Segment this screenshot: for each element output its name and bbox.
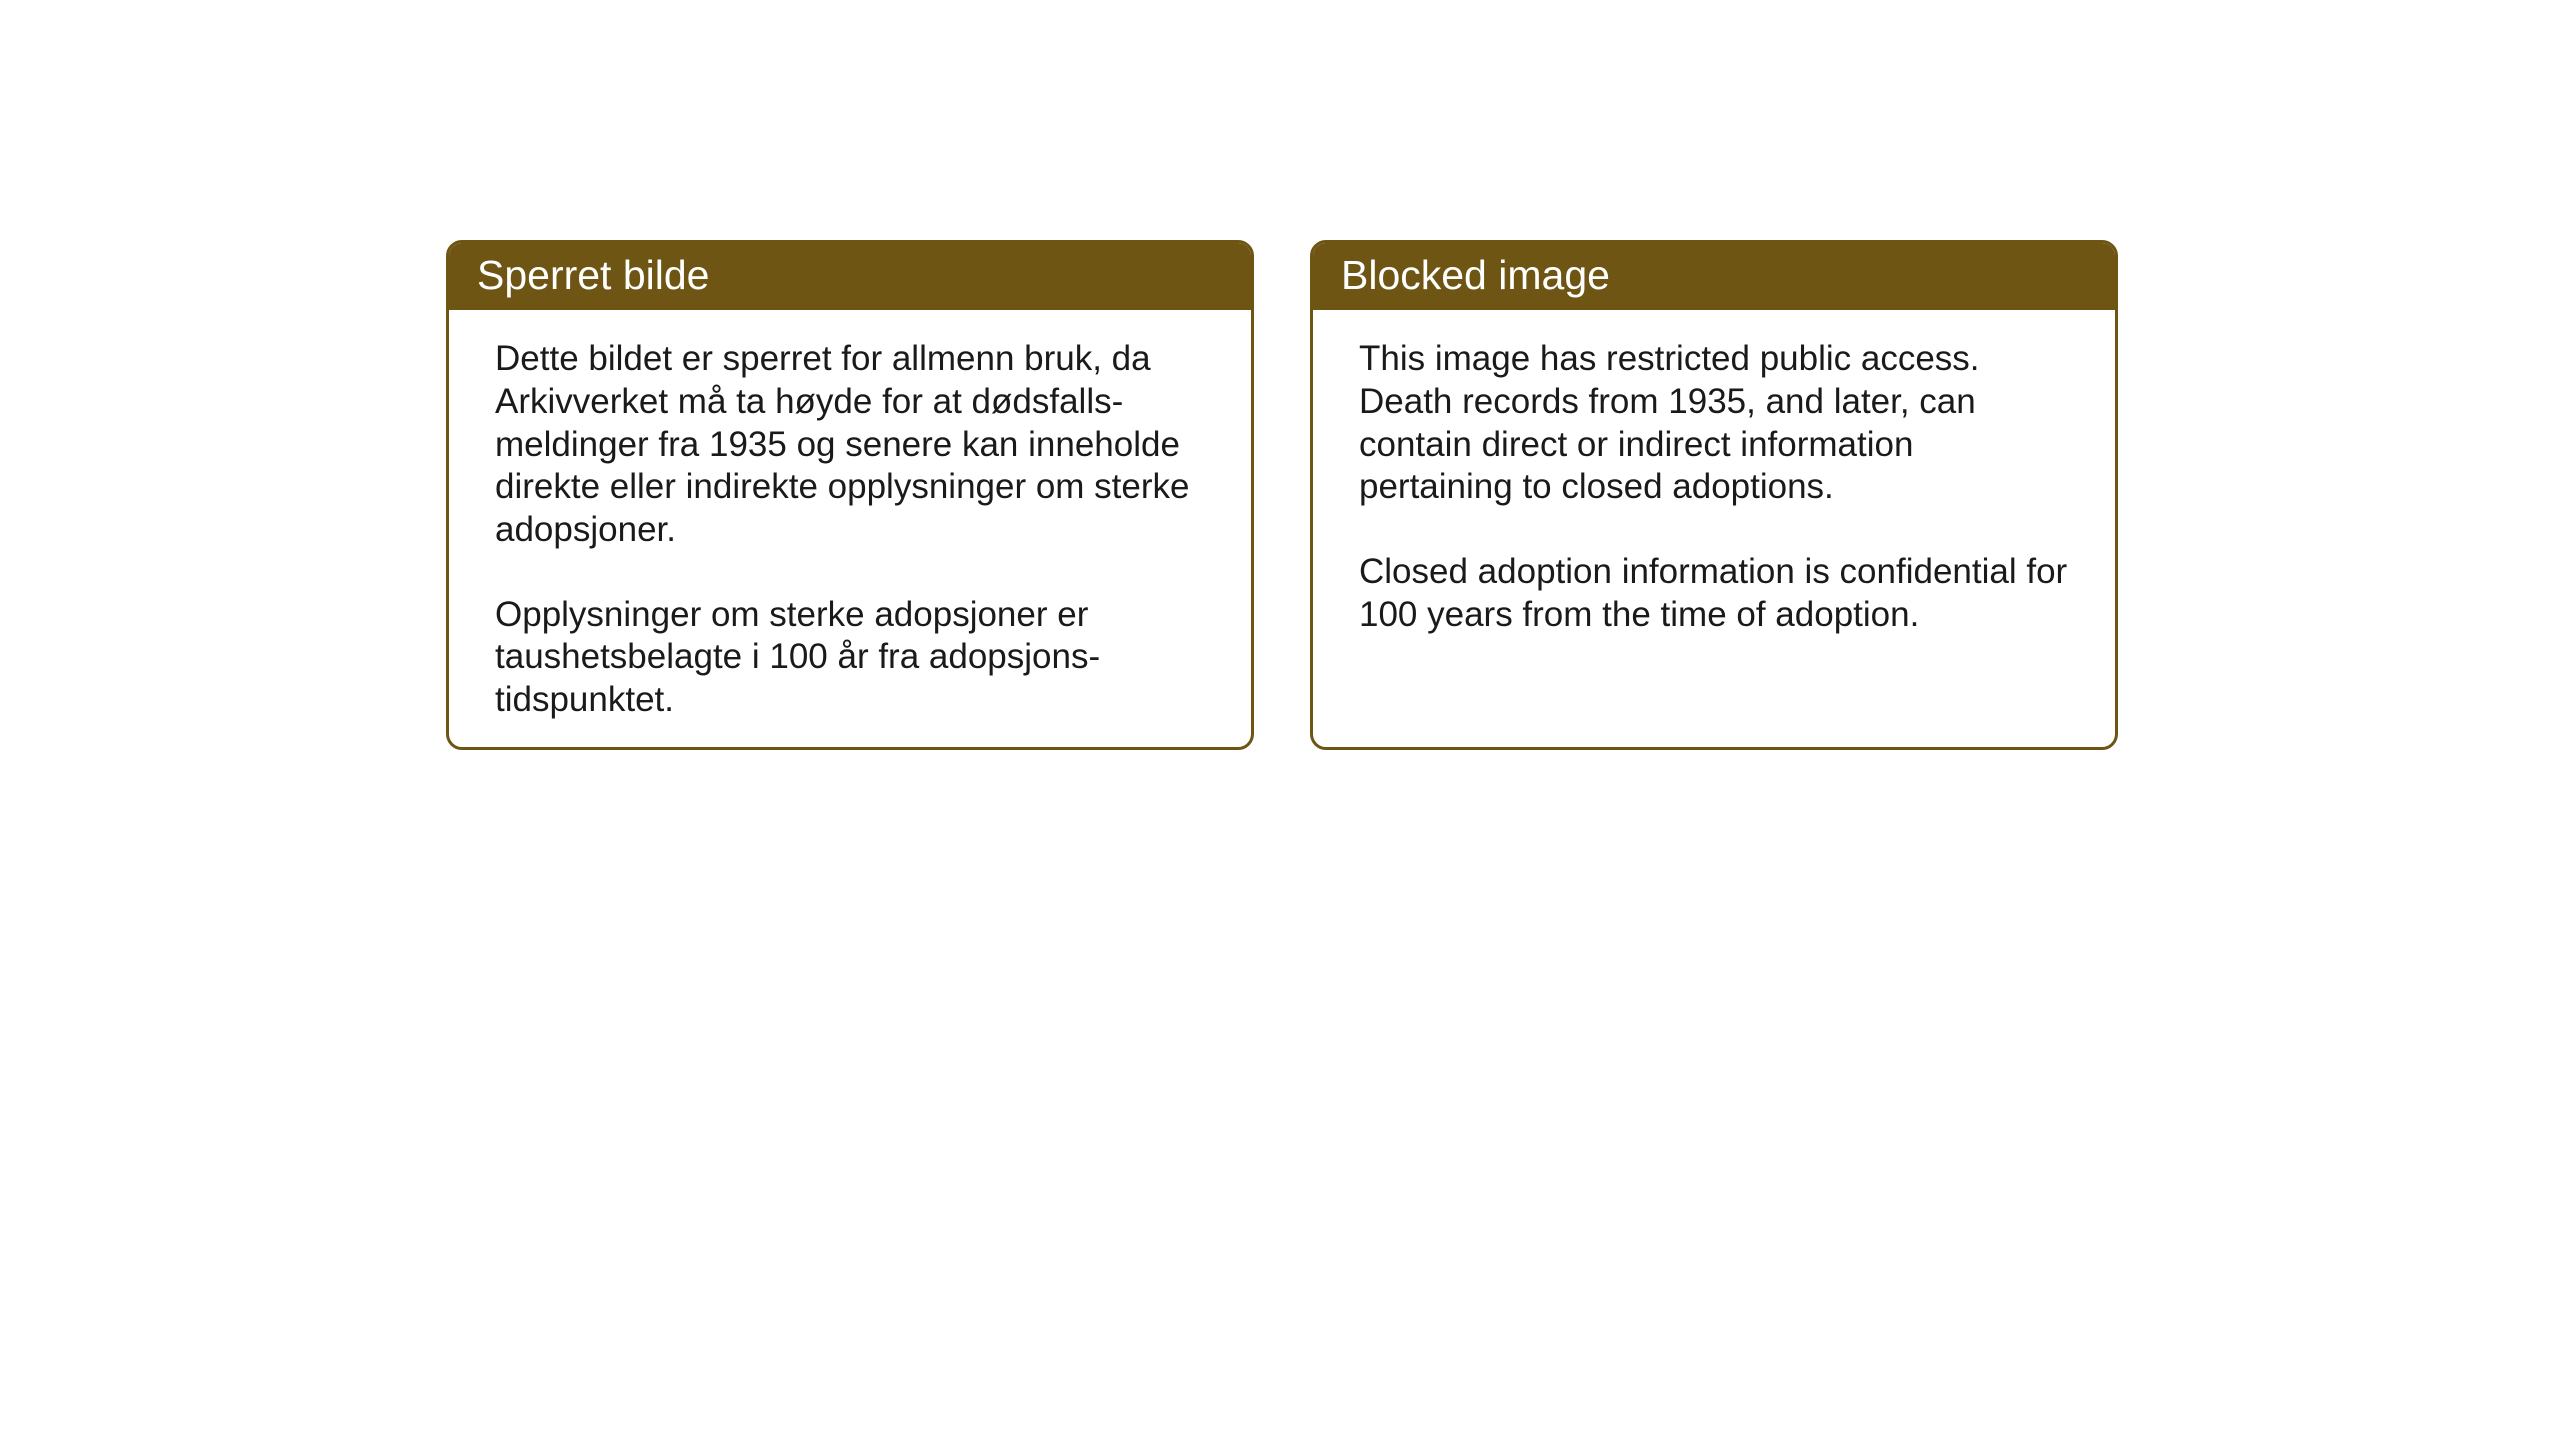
notice-card-english: Blocked image This image has restricted … bbox=[1310, 240, 2118, 750]
notice-paragraph-2-en: Closed adoption information is confident… bbox=[1359, 551, 2069, 636]
notice-card-norwegian: Sperret bilde Dette bildet er sperret fo… bbox=[446, 240, 1254, 750]
notice-paragraph-1-no: Dette bildet er sperret for allmenn bruk… bbox=[495, 338, 1205, 551]
notice-paragraph-1-en: This image has restricted public access.… bbox=[1359, 338, 2069, 509]
notice-body-norwegian: Dette bildet er sperret for allmenn bruk… bbox=[449, 310, 1251, 750]
notice-header-english: Blocked image bbox=[1313, 243, 2115, 310]
notice-paragraph-2-no: Opplysninger om sterke adopsjoner er tau… bbox=[495, 594, 1205, 722]
notice-container: Sperret bilde Dette bildet er sperret fo… bbox=[0, 0, 2560, 750]
notice-header-norwegian: Sperret bilde bbox=[449, 243, 1251, 310]
notice-body-english: This image has restricted public access.… bbox=[1313, 310, 2115, 664]
